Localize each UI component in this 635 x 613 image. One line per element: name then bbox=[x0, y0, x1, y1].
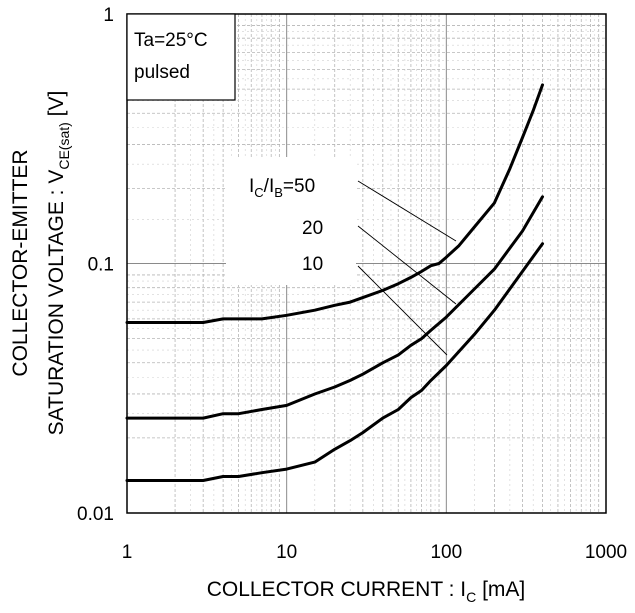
series-line-50 bbox=[125, 83, 544, 324]
y-axis-title-line1: COLLECTOR-EMITTER bbox=[9, 149, 32, 376]
y-tick-label: 0.01 bbox=[77, 504, 114, 525]
ratio-label-10: 10 bbox=[302, 254, 323, 275]
ratio-label-20: 20 bbox=[302, 218, 323, 239]
leader-line-50 bbox=[357, 180, 457, 242]
ratio-label-50: IC/IB=50 bbox=[249, 176, 315, 200]
conditions-box bbox=[126, 13, 236, 101]
x-tick-labels: 1 10 100 1000 bbox=[122, 542, 627, 563]
y-axis-title-line2: SATURATION VOLTAGE : VCE(sat) [V] bbox=[45, 91, 72, 436]
annotation-background bbox=[226, 157, 356, 285]
x-tick-label: 10 bbox=[276, 542, 297, 563]
condition-temperature: Ta=25°C bbox=[134, 30, 208, 51]
x-tick-label: 1000 bbox=[585, 542, 627, 563]
x-tick-label: 100 bbox=[430, 542, 462, 563]
series-curves bbox=[125, 83, 544, 482]
series-line-20 bbox=[125, 195, 544, 420]
plot-frame bbox=[126, 13, 607, 514]
y-tick-label: 0.1 bbox=[88, 255, 114, 276]
y-tick-labels: 0.01 0.1 1 bbox=[77, 5, 114, 525]
x-axis-title: COLLECTOR CURRENT : IC [mA] bbox=[207, 578, 526, 605]
x-tick-label: 1 bbox=[122, 542, 133, 563]
leader-line-20 bbox=[357, 225, 457, 305]
leader-line-10 bbox=[357, 265, 448, 356]
condition-pulsed: pulsed bbox=[134, 62, 190, 83]
y-tick-label: 1 bbox=[103, 5, 114, 26]
series-line-10 bbox=[125, 242, 544, 482]
grid bbox=[127, 14, 606, 513]
